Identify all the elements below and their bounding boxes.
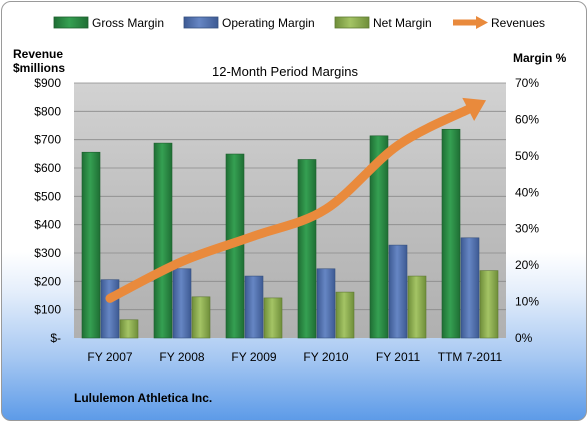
gross-margin-bar xyxy=(153,142,173,339)
gross-margin-bar xyxy=(441,128,461,339)
operating-margin-bar xyxy=(244,275,264,339)
x-tick-label: FY 2008 xyxy=(159,350,204,364)
net-margin-bar xyxy=(335,291,355,339)
left-tick-label: $100 xyxy=(34,303,61,317)
left-tick-label: $400 xyxy=(34,218,61,232)
gross-margin-bar xyxy=(81,151,101,339)
revenues-arrowhead xyxy=(462,97,487,121)
company-name: Lululemon Athletica Inc. xyxy=(74,391,212,405)
operating-margin-bar xyxy=(100,279,120,339)
left-tick-label: $800 xyxy=(34,104,61,118)
right-tick-label: 20% xyxy=(515,258,539,272)
right-tick-label: 0% xyxy=(515,331,533,345)
right-tick-label: 30% xyxy=(515,222,539,236)
x-tick-label: FY 2010 xyxy=(303,350,348,364)
x-tick-label: FY 2011 xyxy=(376,350,421,364)
right-tick-label: 60% xyxy=(515,112,539,126)
net-margin-bar xyxy=(479,270,499,339)
left-axis-title-line1: Revenue xyxy=(13,47,63,61)
net-margin-bar xyxy=(263,297,283,339)
operating-margin-bar xyxy=(388,244,408,339)
legend-label-net-margin: Net Margin xyxy=(373,16,432,30)
revenue-line xyxy=(105,97,487,303)
operating-margin-bar xyxy=(460,237,480,339)
left-axis-title-line2: $millions xyxy=(13,61,65,75)
right-tick-label: 10% xyxy=(515,295,539,309)
operating-margin-bar xyxy=(316,268,336,339)
net-margin-bar xyxy=(191,296,211,339)
right-axis-title: Margin % xyxy=(513,51,567,65)
net-margin-bar xyxy=(119,319,139,339)
x-tick-label: FY 2007 xyxy=(87,350,132,364)
left-tick-label: $500 xyxy=(34,189,61,203)
x-tick-label: FY 2009 xyxy=(231,350,276,364)
legend-swatch-net-margin xyxy=(334,16,370,29)
legend-arrow-revenues xyxy=(476,16,488,29)
x-axis-labels: FY 2007 FY 2008 FY 2009 FY 2010 FY 2011 TTM 7… xyxy=(87,350,502,364)
legend-swatch-gross-margin xyxy=(53,16,89,29)
revenues-line xyxy=(105,104,475,303)
bars xyxy=(81,128,499,339)
gross-margin-bar xyxy=(369,135,389,339)
gross-margin-bar xyxy=(297,159,317,339)
legend-label-gross-margin: Gross Margin xyxy=(92,16,164,30)
x-tick-label: TTM 7-2011 xyxy=(438,350,503,364)
right-tick-label: 50% xyxy=(515,149,539,163)
left-tick-label: $200 xyxy=(34,274,61,288)
left-axis-ticks: $- $100 $200 $300 $400 $500 $600 $700 $800 $900 xyxy=(34,76,61,345)
legend: Gross Margin Operating Margin Net Margin… xyxy=(53,16,545,30)
net-margin-bar xyxy=(407,275,427,339)
chart-title: 12-Month Period Margins xyxy=(212,64,358,79)
right-tick-label: 70% xyxy=(515,76,539,90)
left-tick-label: $900 xyxy=(34,76,61,90)
left-tick-label: $700 xyxy=(34,133,61,147)
left-tick-label: $600 xyxy=(34,161,61,175)
right-axis-ticks: 0% 10% 20% 30% 40% 50% 60% 70% xyxy=(515,76,539,345)
left-tick-label: $300 xyxy=(34,246,61,260)
legend-swatch-operating-margin xyxy=(183,16,219,29)
right-tick-label: 40% xyxy=(515,185,539,199)
legend-label-revenues: Revenues xyxy=(491,16,545,30)
legend-label-operating-margin: Operating Margin xyxy=(222,16,315,30)
left-tick-label: $- xyxy=(50,331,61,345)
operating-margin-bar xyxy=(172,268,192,339)
